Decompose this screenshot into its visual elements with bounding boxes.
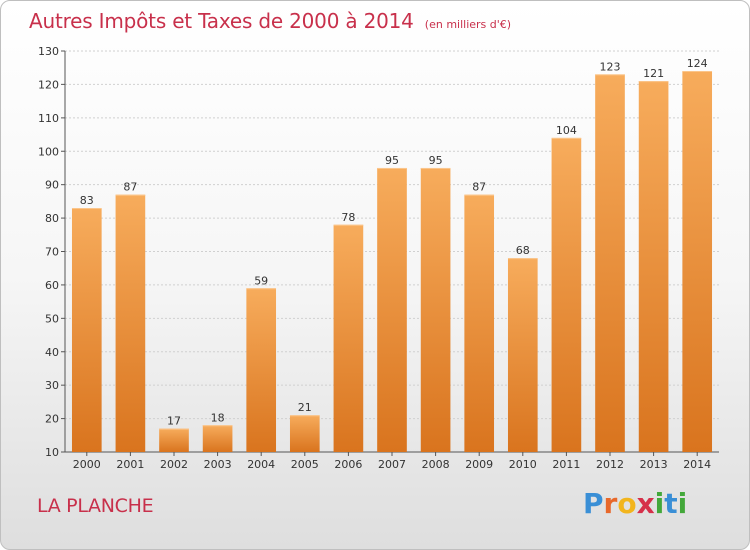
logo-letter: r xyxy=(603,487,618,520)
x-tick-label: 2005 xyxy=(291,458,319,471)
data-label: 21 xyxy=(298,401,312,414)
bar xyxy=(159,428,189,452)
data-label: 68 xyxy=(516,244,530,257)
y-tick-label: 30 xyxy=(45,379,59,392)
x-tick-label: 2009 xyxy=(465,458,493,471)
commune-name: LA PLANCHE xyxy=(37,495,154,517)
title-block: Autres Impôts et Taxes de 2000 à 2014 (e… xyxy=(29,9,511,33)
x-tick-label: 2007 xyxy=(378,458,406,471)
logo-letter: o xyxy=(617,487,637,520)
y-tick-label: 70 xyxy=(45,246,59,259)
y-tick-label: 50 xyxy=(45,312,59,325)
logo-letter: t xyxy=(664,487,678,520)
y-tick-label: 60 xyxy=(45,279,59,292)
y-tick-label: 90 xyxy=(45,179,59,192)
bar xyxy=(71,208,102,452)
y-tick-label: 20 xyxy=(45,413,59,426)
data-label: 59 xyxy=(254,274,268,287)
bar xyxy=(202,425,233,452)
y-tick-label: 80 xyxy=(45,212,59,225)
bar xyxy=(464,194,495,453)
bar xyxy=(333,224,364,452)
data-label: 121 xyxy=(643,67,664,80)
logo-letter: x xyxy=(636,487,655,520)
data-label: 87 xyxy=(472,181,486,194)
bars xyxy=(71,71,713,453)
bar xyxy=(115,194,146,453)
data-label: 78 xyxy=(341,211,355,224)
bar xyxy=(289,415,320,452)
y-tick-label: 10 xyxy=(45,446,59,459)
bar xyxy=(420,167,451,453)
bar xyxy=(638,81,669,452)
x-tick-label: 2004 xyxy=(247,458,275,471)
data-label: 17 xyxy=(167,415,181,428)
x-tick-label: 2013 xyxy=(640,458,668,471)
data-label: 83 xyxy=(80,194,94,207)
y-tick-label: 130 xyxy=(38,45,59,58)
data-label: 104 xyxy=(556,124,577,137)
data-label: 124 xyxy=(687,57,708,70)
bar xyxy=(682,71,713,453)
y-tick-label: 40 xyxy=(45,346,59,359)
x-tick-label: 2010 xyxy=(509,458,537,471)
y-tick-label: 110 xyxy=(38,112,59,125)
bar xyxy=(595,74,625,453)
bar xyxy=(551,137,582,452)
bar xyxy=(377,167,407,453)
x-tick-label: 2008 xyxy=(422,458,450,471)
y-tick-label: 120 xyxy=(38,78,59,91)
logo-letter: i xyxy=(654,487,665,520)
logo-letter: i xyxy=(677,487,688,520)
x-tick-label: 2014 xyxy=(683,458,711,471)
x-tick-label: 2000 xyxy=(73,458,101,471)
unit-label: (en milliers d'€) xyxy=(424,18,512,31)
labels: 10 20 30 40 50 60 70 80 90 100 110 120 130 83 2000 87 20… xyxy=(38,45,711,471)
x-tick-label: 2011 xyxy=(552,458,580,471)
x-tick-label: 2002 xyxy=(160,458,188,471)
logo-letter: P xyxy=(583,487,604,520)
x-tick-label: 2006 xyxy=(334,458,362,471)
proxiti-logo: Proxiti xyxy=(583,487,687,520)
data-label: 87 xyxy=(123,181,137,194)
data-label: 95 xyxy=(429,154,443,167)
x-tick-label: 2012 xyxy=(596,458,624,471)
x-tick-label: 2003 xyxy=(204,458,232,471)
y-tick-label: 100 xyxy=(38,145,59,158)
bar xyxy=(246,288,277,452)
chart-title: Autres Impôts et Taxes de 2000 à 2014 xyxy=(29,9,414,33)
data-label: 123 xyxy=(600,60,621,73)
x-tick-label: 2001 xyxy=(116,458,144,471)
data-label: 95 xyxy=(385,154,399,167)
data-label: 18 xyxy=(211,411,225,424)
bar xyxy=(507,258,538,452)
